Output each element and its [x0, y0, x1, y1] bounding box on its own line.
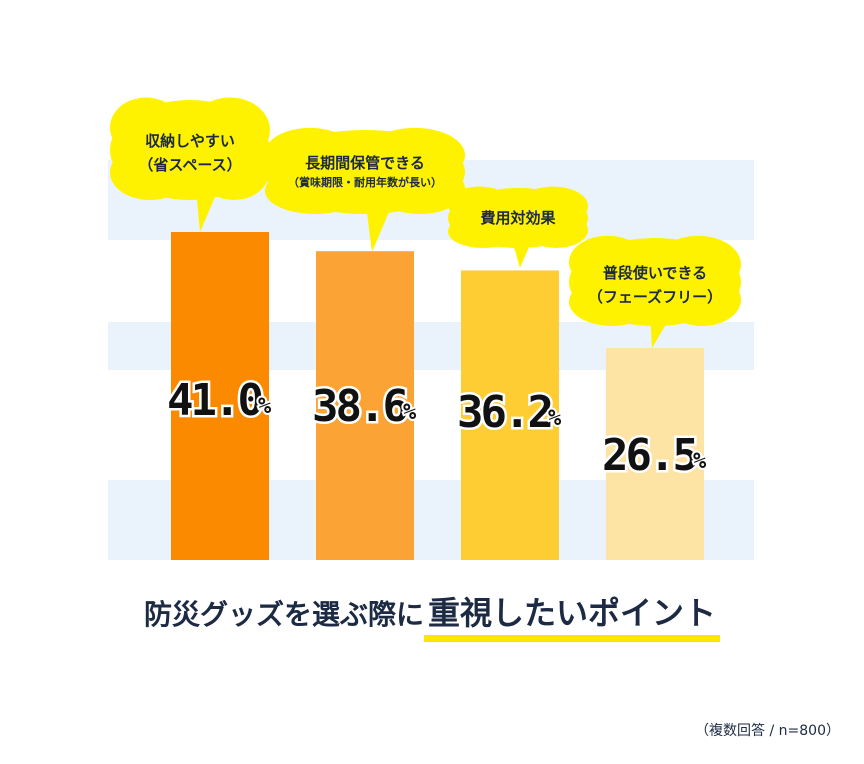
category-label: 収納しやすい: [145, 132, 235, 150]
bar: [606, 348, 704, 560]
category-label: 費用対効果: [480, 209, 556, 227]
category-bubble: 長期間保管できる （賞味期限・耐用年数が長い）: [265, 127, 465, 252]
bubble-puff: [198, 140, 270, 200]
value-unit: %: [403, 400, 417, 425]
title-prefix: 防災グッズを選ぶ際に: [143, 598, 424, 631]
category-sublabel: （フェーズフリー）: [588, 288, 722, 306]
value-unit: %: [693, 449, 707, 474]
value-label: 41.0: [167, 375, 261, 426]
value-label: 36.2: [457, 387, 551, 438]
category-label: 長期間保管できる: [305, 154, 425, 172]
value-label: 26.5: [602, 430, 696, 481]
bubble-tail: [196, 190, 218, 232]
bubble-puff: [265, 127, 355, 179]
category-bubble: 収納しやすい （省スペース）: [110, 97, 270, 232]
bubble-puff: [569, 277, 655, 326]
category-sublabel: （省スペース）: [138, 156, 241, 174]
bubble-puff: [448, 215, 518, 248]
bubble-puff: [569, 235, 647, 289]
bubble-puff: [448, 186, 511, 223]
bubble-puff: [110, 97, 182, 158]
bubble-puff: [663, 273, 741, 326]
bubble-puff: [110, 145, 190, 200]
bar: [171, 232, 269, 560]
bar: [316, 251, 414, 560]
bubble-puff: [265, 167, 365, 214]
bar: [461, 270, 559, 560]
title-emphasis: 重視したいポイント: [424, 588, 721, 642]
value-labels: 41.0% 38.6% 36.2%26.5%: [165, 373, 709, 484]
category-sublabel: （賞味期限・耐用年数が長い）: [288, 175, 442, 189]
category-bubbles: 収納しやすい （省スペース） 長期間保管できる （賞味期限・耐用年数が長い） 費用対効果…: [110, 97, 741, 348]
value-unit: %: [258, 394, 272, 419]
title-underline: [424, 635, 721, 642]
bubble-puff: [375, 163, 465, 214]
category-bubble: 費用対効果: [448, 186, 588, 268]
sample-note: （複数回答 / n=800）: [695, 723, 840, 739]
value-label: 38.6: [312, 381, 407, 432]
bars: [171, 232, 704, 560]
bubble-puff: [525, 212, 588, 248]
chart-title: 防災グッズを選ぶ際に 重視したいポイント: [0, 588, 864, 642]
bubble-tail: [366, 205, 392, 252]
category-bubble: 普段使いできる （フェーズフリー）: [569, 235, 741, 348]
title-emphasis-text: 重視したいポイント: [428, 594, 717, 632]
category-label: 普段使いできる: [603, 264, 707, 282]
value-unit: %: [548, 406, 562, 431]
